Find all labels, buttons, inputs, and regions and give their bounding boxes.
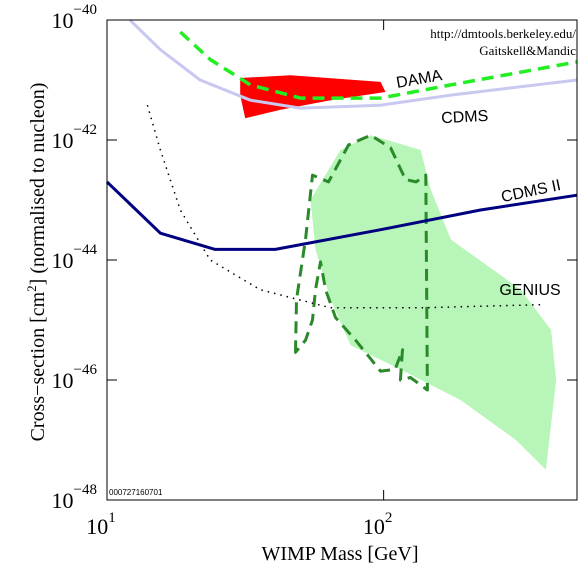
plot-area [105,18,578,470]
y-tick-exp: −40 [74,2,97,18]
y-tick-label: 10−42 [52,122,97,153]
plot-id: 000727160701 [109,488,163,497]
y-tick-base: 10 [52,248,74,273]
y-tick-base: 10 [52,8,74,33]
region [294,133,429,392]
y-tick-label: 10−40 [52,2,97,33]
region [310,135,557,470]
y-tick-exp: −44 [74,242,98,258]
y-label-sup: 2 [24,285,39,292]
curve-label: GENIUS [499,282,560,299]
x-axis-label: WIMP Mass [GeV] [261,543,418,565]
x-tick-base: 10 [86,514,108,539]
source-url: http://dmtools.berkeley.edu/ [430,26,576,41]
curve [105,180,578,251]
curve-label: CDMS [441,108,489,127]
y-tick-exp: −42 [74,122,97,138]
curve [179,30,578,100]
x-tick-label: 102 [363,510,393,539]
curve [128,18,578,110]
y-label-part: ] (normalised to nucleon) [27,83,49,286]
y-tick-base: 10 [52,488,74,513]
y-tick-label: 10−44 [52,242,98,273]
y-tick-label: 10−48 [52,482,97,513]
y-axis-label: Cross−section [cm2] (normalised to nucle… [24,83,49,442]
y-tick-base: 10 [52,368,74,393]
y-label-part: Cross−section [cm [27,291,49,441]
x-tick-exp: 2 [385,510,393,526]
x-tick-exp: 1 [108,510,116,526]
x-tick-base: 10 [363,514,385,539]
y-tick-label: 10−46 [52,362,98,393]
x-tick-label: 101 [86,510,116,539]
y-tick-exp: −46 [74,362,98,378]
y-tick-base: 10 [52,128,74,153]
source-credit: Gaitskell&Mandic [479,43,576,58]
y-tick-exp: −48 [74,482,97,498]
